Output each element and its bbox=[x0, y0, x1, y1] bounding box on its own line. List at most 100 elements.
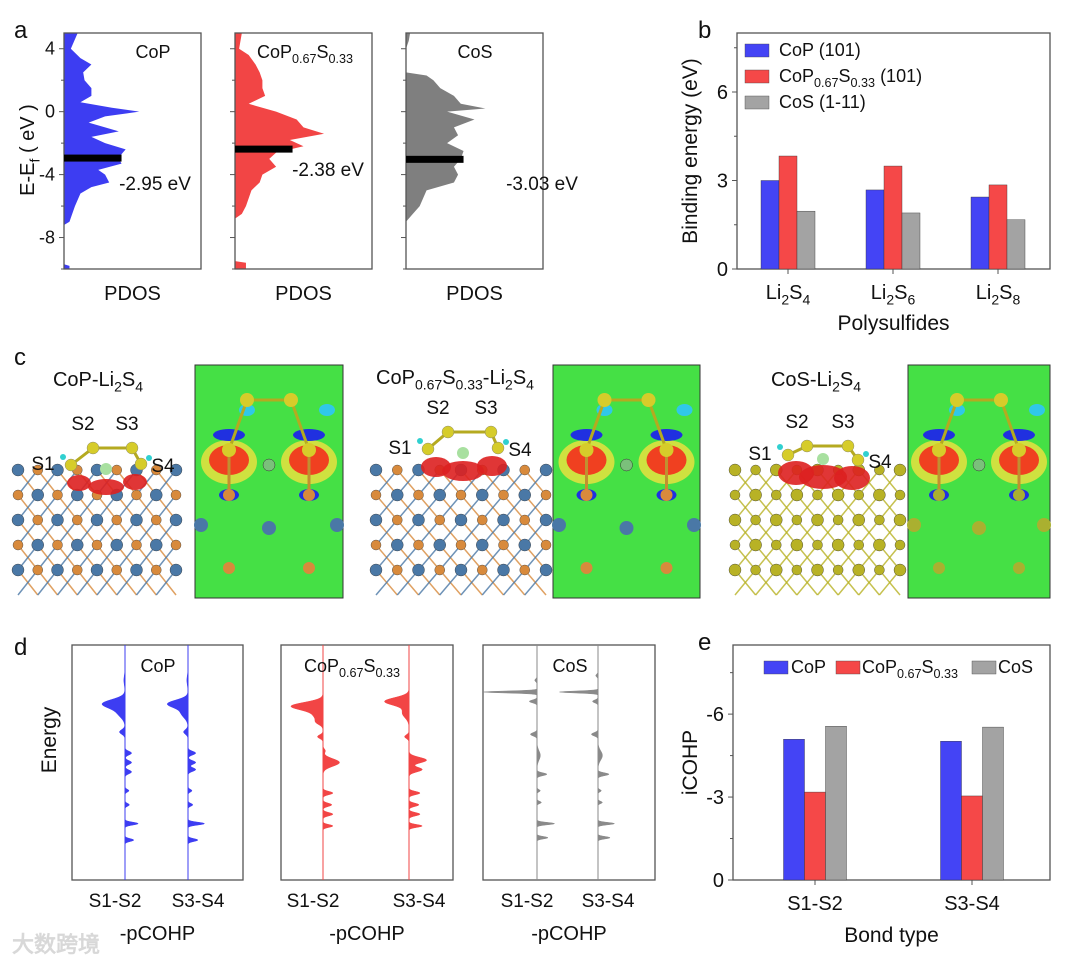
s-atom bbox=[874, 464, 885, 476]
dband-center-marker bbox=[235, 145, 293, 153]
y-tick-label: 6 bbox=[717, 82, 728, 104]
bond bbox=[37, 544, 59, 571]
bond bbox=[796, 544, 819, 571]
bond bbox=[155, 494, 177, 521]
co-atom bbox=[518, 538, 531, 552]
legend-swatch bbox=[763, 660, 789, 675]
x-axis-label: Polysulfides bbox=[837, 312, 949, 335]
bond bbox=[375, 519, 398, 546]
s-atom bbox=[441, 425, 455, 439]
dband-center-marker bbox=[406, 155, 464, 163]
y-axis-label: Binding energy (eV) bbox=[679, 58, 702, 244]
bond bbox=[17, 569, 39, 596]
subscript: f bbox=[27, 159, 43, 163]
legend: CoP (101)CoP0.67S0.33 (101)CoS (1-11) bbox=[744, 40, 922, 112]
bond-label: S1-S2 bbox=[287, 891, 340, 912]
bond bbox=[135, 569, 157, 596]
pcohp-curve bbox=[166, 645, 205, 880]
co-atom bbox=[873, 538, 886, 552]
y-tick-label: 0 bbox=[717, 259, 728, 281]
s-atom bbox=[222, 443, 236, 457]
co-atom bbox=[11, 563, 25, 577]
structure-title: CoP0.67S0.33-Li2S4 bbox=[376, 367, 534, 393]
li-atom bbox=[620, 458, 633, 472]
co-atom bbox=[90, 563, 104, 577]
density-contour bbox=[650, 429, 683, 441]
p-atom bbox=[32, 564, 43, 576]
sulfur-site-label: S4 bbox=[508, 440, 532, 461]
x-tick-label: Li2S4 bbox=[766, 282, 811, 308]
co-atom bbox=[433, 488, 446, 502]
text-segment: S bbox=[364, 656, 376, 676]
s-atom bbox=[134, 457, 148, 471]
pdos-plot-cos: -3.03 eV CoS PDOS bbox=[401, 32, 578, 305]
p-atom bbox=[131, 489, 142, 501]
bond bbox=[734, 519, 757, 546]
s-atom bbox=[950, 393, 964, 407]
density-contour bbox=[1003, 429, 1035, 441]
text-segment: S bbox=[840, 369, 853, 391]
y-tick-label: 4 bbox=[45, 39, 55, 59]
co-atom bbox=[831, 488, 845, 502]
text-segment: CoS bbox=[552, 656, 587, 676]
bond bbox=[375, 569, 398, 596]
material-label: CoS bbox=[457, 42, 492, 62]
subscript: 4 bbox=[853, 379, 861, 395]
legend-label: CoP0.67S0.33 (101) bbox=[779, 66, 922, 90]
subscript: 0.67 bbox=[415, 377, 442, 393]
legend-swatch bbox=[744, 69, 770, 84]
y-tick-label: 0 bbox=[45, 102, 55, 122]
s-atom bbox=[284, 393, 298, 407]
subscript: 0.67 bbox=[897, 667, 922, 681]
co-atom bbox=[749, 538, 762, 552]
anion-atom bbox=[933, 489, 945, 501]
li2s4-molecule bbox=[777, 439, 870, 490]
subscript: 0.33 bbox=[376, 666, 401, 680]
p-atom bbox=[370, 539, 382, 551]
text-segment: S bbox=[789, 282, 802, 304]
p-atom bbox=[540, 489, 552, 501]
bond bbox=[775, 569, 798, 596]
x-tick-label: Li2S8 bbox=[976, 282, 1021, 308]
co-atom bbox=[51, 513, 64, 527]
s-atom bbox=[659, 443, 674, 457]
p-atom bbox=[434, 564, 445, 576]
bond bbox=[796, 494, 819, 521]
bond bbox=[439, 544, 462, 571]
s-atom bbox=[302, 443, 316, 457]
p-atom bbox=[131, 539, 142, 551]
anion-atom bbox=[580, 562, 593, 574]
li-atom bbox=[457, 447, 469, 459]
bar-cop bbox=[783, 739, 805, 881]
y-axis-label: iCOHP bbox=[679, 730, 702, 795]
p-atom bbox=[392, 564, 403, 576]
bond-label: S3-S4 bbox=[393, 891, 446, 912]
co-atom bbox=[749, 488, 762, 502]
subscript: 0.33 bbox=[851, 76, 876, 90]
bond bbox=[858, 569, 880, 596]
co-atom bbox=[790, 488, 804, 502]
anion-atom bbox=[933, 562, 945, 574]
bond bbox=[734, 469, 757, 496]
co-atom bbox=[369, 563, 383, 577]
subscript: 4 bbox=[802, 292, 810, 308]
s-atom bbox=[240, 393, 254, 407]
p-atom bbox=[455, 489, 467, 501]
bond bbox=[17, 469, 39, 496]
bond bbox=[417, 519, 441, 546]
s-atom bbox=[894, 539, 906, 551]
co-atom bbox=[687, 518, 701, 532]
subscript: 0.67 bbox=[292, 52, 317, 66]
co-atom bbox=[194, 518, 208, 532]
legend-label: CoP bbox=[791, 657, 826, 677]
bond bbox=[116, 494, 138, 521]
charge-density-map bbox=[552, 364, 701, 599]
co-atom bbox=[497, 513, 510, 527]
bar-series-0 bbox=[970, 196, 990, 270]
s-atom bbox=[874, 564, 885, 576]
bond bbox=[524, 494, 547, 521]
text-segment: CoP bbox=[140, 656, 175, 676]
bar-cos bbox=[825, 726, 847, 881]
text-segment: S bbox=[839, 66, 851, 86]
